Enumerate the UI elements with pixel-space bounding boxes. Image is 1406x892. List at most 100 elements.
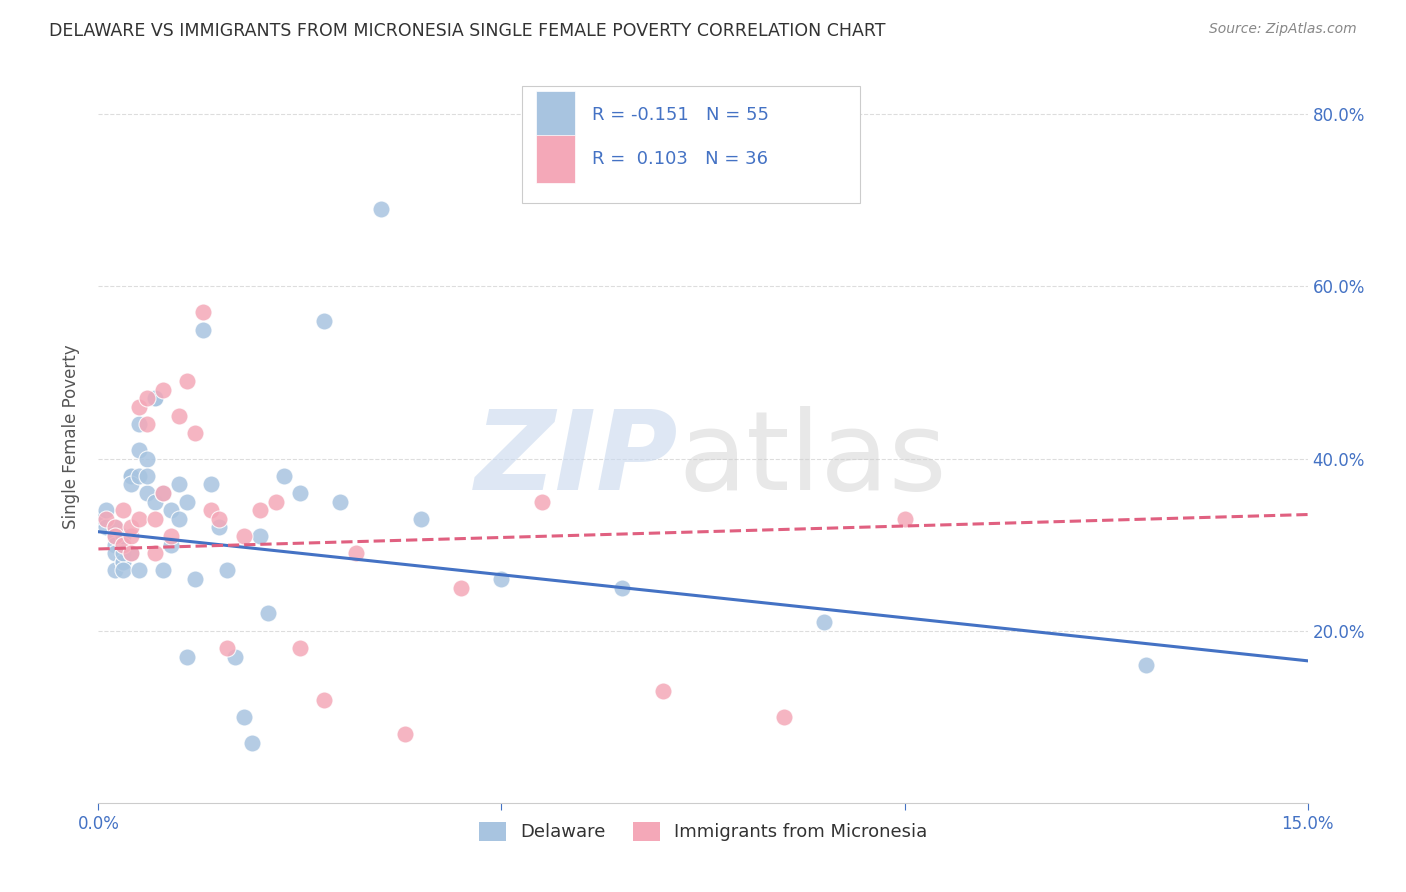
Point [160,503,183,517]
Point [176,494,198,508]
Point [288,486,311,500]
Bar [536,92,575,139]
Point [772,710,794,724]
Point [450,581,472,595]
Point [394,727,416,741]
Point [288,640,311,655]
Point [256,607,278,621]
Point [612,581,634,595]
Text: atlas: atlas [679,406,948,513]
Point [184,572,207,586]
Point [87,512,110,526]
Point [314,692,336,706]
Point [111,529,134,543]
Point [120,520,142,534]
Point [120,468,142,483]
Point [111,503,134,517]
Point [111,538,134,552]
Point [240,735,263,749]
Point [120,477,142,491]
Point [893,512,915,526]
Point [111,555,134,569]
Point [167,512,190,526]
Point [96,503,118,517]
Point [273,468,295,483]
Point [232,710,254,724]
Point [208,520,231,534]
Point [208,512,231,526]
Point [344,546,367,560]
Point [1135,658,1157,673]
Point [96,512,118,526]
Point [232,529,254,543]
Point [176,649,198,664]
Point [128,512,150,526]
Point [176,374,198,388]
Point [143,392,166,406]
Point [200,477,222,491]
Point [224,649,246,664]
Point [314,314,336,328]
Point [264,494,287,508]
Point [128,468,150,483]
Point [143,546,166,560]
Point [103,564,125,578]
Point [329,494,352,508]
Point [135,486,157,500]
Point [160,529,183,543]
FancyBboxPatch shape [522,86,860,203]
Point [128,400,150,414]
Point [103,546,125,560]
Point [103,520,125,534]
Point [120,546,142,560]
Point [160,538,183,552]
Bar [536,136,575,183]
Point [103,538,125,552]
Point [409,512,432,526]
Point [135,392,157,406]
Point [193,305,215,319]
Point [249,529,271,543]
Point [111,555,134,569]
Point [135,468,157,483]
Point [111,546,134,560]
Point [152,564,174,578]
Point [193,322,215,336]
Point [152,486,174,500]
Point [103,520,125,534]
Point [152,486,174,500]
Point [111,564,134,578]
Point [120,546,142,560]
Point [120,529,142,543]
Point [103,529,125,543]
Point [217,564,239,578]
Point [813,615,835,629]
Point [143,512,166,526]
Point [167,477,190,491]
Y-axis label: Single Female Poverty: Single Female Poverty [62,345,80,529]
Point [491,572,513,586]
Point [167,409,190,423]
Point [143,392,166,406]
Point [651,684,673,698]
Text: DELAWARE VS IMMIGRANTS FROM MICRONESIA SINGLE FEMALE POVERTY CORRELATION CHART: DELAWARE VS IMMIGRANTS FROM MICRONESIA S… [49,22,886,40]
Point [370,202,392,216]
Point [103,529,125,543]
Text: Source: ZipAtlas.com: Source: ZipAtlas.com [1209,22,1357,37]
Point [217,640,239,655]
Point [120,468,142,483]
Text: R = -0.151   N = 55: R = -0.151 N = 55 [592,106,769,124]
Point [249,503,271,517]
Point [143,494,166,508]
Point [128,442,150,457]
Point [135,451,157,466]
Point [184,425,207,440]
Point [128,564,150,578]
Point [152,383,174,397]
Point [96,520,118,534]
Legend: Delaware, Immigrants from Micronesia: Delaware, Immigrants from Micronesia [471,814,935,848]
Text: ZIP: ZIP [475,406,679,513]
Point [128,417,150,432]
Point [200,503,222,517]
Point [530,494,553,508]
